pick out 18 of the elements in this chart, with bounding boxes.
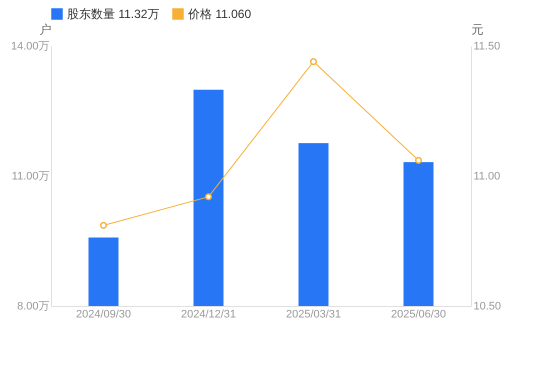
y2-tick-label: 11.50 <box>474 40 500 52</box>
legend-label: 价格 11.060 <box>187 7 252 21</box>
x-tick-label: 2025/03/31 <box>286 308 342 320</box>
y-tick-label: 8.00万 <box>17 300 50 312</box>
point <box>205 193 212 200</box>
point <box>310 58 317 66</box>
y-tick-label: 11.00万 <box>12 170 50 182</box>
legend-label: 股东数量 11.32万 <box>67 7 160 21</box>
x-tick-label: 2024/09/30 <box>76 308 132 320</box>
point <box>415 156 422 164</box>
y-tick-label: 14.00万 <box>10 40 50 52</box>
point <box>100 222 107 229</box>
y2-tick-label: 11.00 <box>474 170 500 182</box>
x-tick-label: 2024/12/31 <box>180 308 236 320</box>
y2-axis-title: 元 <box>472 22 484 36</box>
y-axis-title: 户 <box>40 22 52 36</box>
x-tick-label: 2025/06/30 <box>390 308 446 320</box>
y2-tick-label: 10.50 <box>474 300 502 312</box>
